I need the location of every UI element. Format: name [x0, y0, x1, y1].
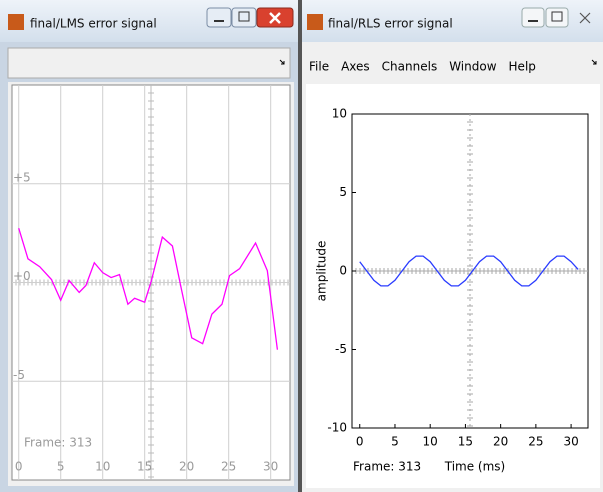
- toolbar-arrow[interactable]: [279, 59, 285, 65]
- menu-item[interactable]: File: [309, 60, 329, 74]
- x-axis-label: Time (ms): [444, 460, 506, 474]
- window-title: final/RLS error signal: [328, 17, 453, 31]
- toolbar: [7, 47, 291, 79]
- y-tick-label: 5: [339, 185, 347, 199]
- window-divider: [298, 0, 302, 492]
- frame-label: Frame: 313: [353, 460, 421, 474]
- menu-bar: [302, 52, 603, 82]
- x-tick-label: 25: [221, 460, 236, 474]
- toolbar-arrow[interactable]: [591, 59, 597, 65]
- y-tick-label: -10: [327, 421, 347, 435]
- x-tick-label: 0: [356, 435, 364, 449]
- x-tick-label: 5: [57, 460, 65, 474]
- menu-item[interactable]: Axes: [341, 60, 370, 74]
- maximize-button[interactable]: [545, 7, 569, 28]
- minimize-button[interactable]: [521, 7, 545, 28]
- x-tick-label: 20: [179, 460, 194, 474]
- x-tick-label: 10: [95, 460, 110, 474]
- close-button[interactable]: [579, 12, 591, 24]
- x-tick-label: 15: [137, 460, 152, 474]
- minimize-button[interactable]: [206, 7, 232, 28]
- x-tick-label: 5: [391, 435, 399, 449]
- window-title: final/LMS error signal: [30, 17, 157, 31]
- x-tick-label: 15: [458, 435, 473, 449]
- x-tick-label: 25: [528, 435, 543, 449]
- app-icon: [307, 14, 323, 30]
- menu-item[interactable]: Help: [509, 60, 536, 74]
- data-line: [18, 228, 279, 350]
- x-tick-label: 30: [563, 435, 578, 449]
- y-tick-label: -5: [335, 342, 347, 356]
- y-axis-label: amplitude: [315, 241, 329, 302]
- x-tick-label: 30: [263, 460, 278, 474]
- x-tick-label: 0: [15, 460, 23, 474]
- y-tick-label: 10: [332, 107, 347, 121]
- y-tick-label: -5: [13, 368, 25, 382]
- y-tick-label: +5: [13, 170, 31, 184]
- y-tick-label: 0: [339, 264, 347, 278]
- x-tick-label: 10: [423, 435, 438, 449]
- x-tick-label: 20: [493, 435, 508, 449]
- maximize-button[interactable]: [231, 7, 257, 28]
- y-tick-label: +0: [13, 269, 31, 283]
- data-line: [359, 255, 579, 287]
- app-icon: [8, 14, 24, 30]
- menu-item[interactable]: Window: [449, 60, 497, 74]
- menu-item[interactable]: Channels: [382, 60, 438, 74]
- menu: File Axes Channels Window Help: [309, 60, 536, 74]
- frame-label: Frame: 313: [24, 436, 92, 450]
